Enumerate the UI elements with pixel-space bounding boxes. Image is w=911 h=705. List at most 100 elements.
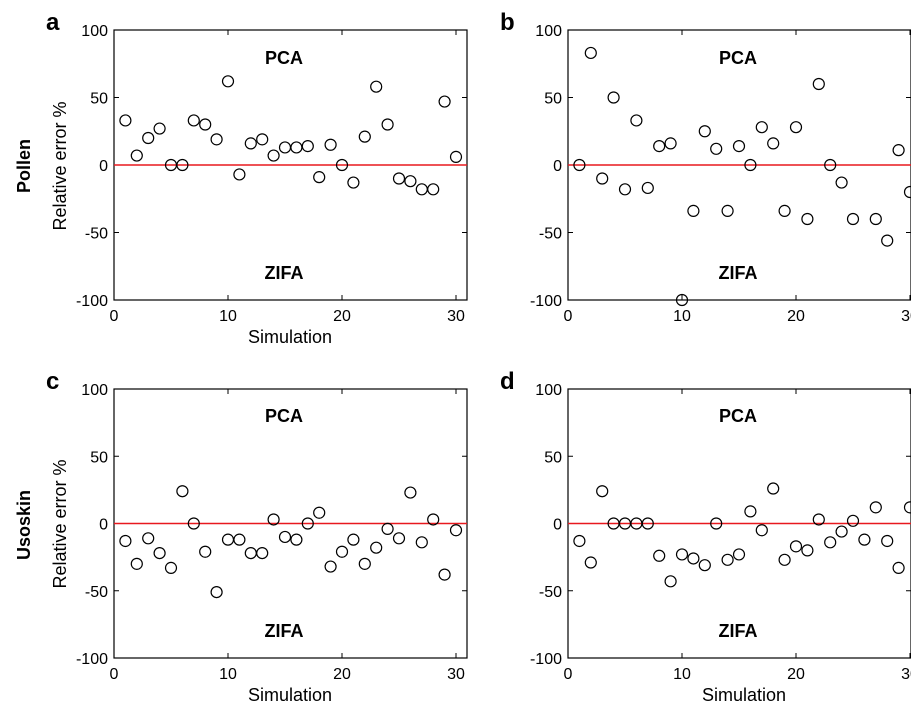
panel-letter-c: c bbox=[46, 368, 59, 395]
data-point-a bbox=[119, 114, 132, 127]
data-point-b bbox=[618, 183, 632, 196]
data-point-c bbox=[164, 561, 178, 574]
data-point-c bbox=[404, 486, 417, 499]
data-point-b bbox=[653, 140, 666, 153]
data-point-c bbox=[199, 545, 212, 558]
x-axis-label-d: Simulation bbox=[702, 685, 786, 705]
data-point-d bbox=[596, 485, 609, 498]
data-point-b bbox=[881, 234, 894, 247]
annotation-zifa-b: ZIFA bbox=[719, 263, 758, 283]
x-tick-label-d: 30 bbox=[901, 666, 911, 683]
data-point-c bbox=[438, 568, 451, 581]
panel-letter-a: a bbox=[46, 9, 60, 36]
data-point-a bbox=[449, 150, 463, 163]
y-tick-label-c: -50 bbox=[85, 584, 108, 601]
y-tick-label-a: -50 bbox=[85, 226, 108, 243]
data-point-a bbox=[221, 75, 235, 88]
y-tick-label-c: 0 bbox=[99, 517, 108, 534]
data-point-b bbox=[675, 293, 689, 307]
x-tick-label-d: 20 bbox=[787, 666, 805, 683]
y-tick-label-d: 100 bbox=[535, 382, 562, 399]
data-point-d bbox=[869, 501, 882, 514]
data-point-a bbox=[142, 131, 155, 145]
data-point-d bbox=[710, 517, 723, 530]
x-tick-label-b: 20 bbox=[787, 308, 805, 325]
data-point-b bbox=[744, 158, 757, 172]
data-point-c bbox=[290, 533, 303, 546]
plot-area-c: -100 -50 0 50 100 0 10 20 30 bbox=[76, 382, 468, 683]
data-point-c bbox=[187, 517, 200, 530]
data-point-c bbox=[392, 532, 406, 545]
data-point-a bbox=[324, 138, 337, 151]
data-point-a bbox=[233, 168, 246, 181]
data-point-a bbox=[256, 133, 269, 146]
data-point-c bbox=[358, 557, 371, 570]
data-point-d bbox=[744, 505, 757, 518]
x-tick-label-d: 0 bbox=[564, 666, 573, 683]
y-tick-label-b: -100 bbox=[530, 293, 562, 310]
y-tick-label-c: 50 bbox=[90, 449, 108, 466]
data-point-c bbox=[427, 513, 440, 526]
data-point-c bbox=[130, 557, 143, 570]
panel-letter-b: b bbox=[500, 9, 515, 36]
data-point-c bbox=[415, 536, 428, 549]
data-point-d bbox=[584, 556, 597, 569]
data-point-a bbox=[313, 171, 326, 184]
data-point-c bbox=[313, 506, 326, 519]
data-point-b bbox=[698, 125, 711, 138]
x-tick-label-c: 10 bbox=[219, 666, 237, 683]
data-point-a bbox=[415, 183, 428, 196]
x-tick-label-c: 30 bbox=[447, 666, 465, 683]
y-tick-label-d: -50 bbox=[539, 584, 562, 601]
data-point-b bbox=[767, 137, 780, 150]
annotation-pca-c: PCA bbox=[265, 406, 303, 426]
data-point-c bbox=[381, 522, 394, 535]
data-point-a bbox=[153, 122, 166, 135]
y-tick-label-d: 50 bbox=[544, 449, 562, 466]
plot-area-d: -100 -50 0 50 100 0 10 20 30 bbox=[530, 382, 911, 683]
data-point-d bbox=[755, 524, 768, 537]
data-point-d bbox=[687, 552, 700, 565]
data-point-c bbox=[301, 517, 314, 530]
y-axis-label-a: Relative error % bbox=[50, 101, 70, 230]
data-point-d bbox=[881, 534, 894, 548]
data-point-b bbox=[903, 185, 911, 199]
data-point-b bbox=[789, 121, 803, 134]
x-tick-label-a: 10 bbox=[219, 308, 237, 325]
x-tick-label-a: 20 bbox=[333, 308, 351, 325]
data-point-b bbox=[732, 140, 746, 153]
y-tick-label-c: 100 bbox=[81, 382, 108, 399]
data-point-d bbox=[789, 540, 803, 553]
y-tick-label-b: 100 bbox=[535, 23, 562, 40]
x-axis-label-a: Simulation bbox=[248, 327, 332, 347]
data-point-d bbox=[732, 548, 746, 561]
y-tick-label-b: 0 bbox=[553, 158, 562, 175]
y-tick-label-a: 0 bbox=[99, 158, 108, 175]
data-point-a bbox=[301, 140, 314, 153]
data-point-d bbox=[767, 482, 780, 495]
data-point-a bbox=[199, 118, 212, 131]
data-point-a bbox=[130, 149, 143, 162]
data-point-d bbox=[824, 536, 837, 549]
y-tick-label-a: 100 bbox=[81, 23, 108, 40]
x-tick-label-a: 30 bbox=[447, 308, 465, 325]
row-label-usoskin: Usoskin bbox=[14, 490, 34, 560]
data-point-d bbox=[903, 501, 911, 514]
data-point-b bbox=[778, 204, 791, 217]
x-tick-label-c: 0 bbox=[110, 666, 119, 683]
data-point-b bbox=[687, 204, 700, 217]
data-point-c bbox=[278, 530, 292, 544]
data-point-d bbox=[858, 533, 871, 546]
y-tick-label-b: -50 bbox=[539, 226, 562, 243]
data-point-b bbox=[641, 181, 654, 195]
y-tick-label-a: 50 bbox=[90, 91, 108, 108]
data-point-b bbox=[892, 144, 905, 157]
data-point-b bbox=[812, 77, 825, 91]
data-point-b bbox=[584, 46, 597, 60]
data-point-c bbox=[244, 546, 257, 560]
annotation-pca-a: PCA bbox=[265, 48, 303, 68]
data-point-a bbox=[404, 175, 417, 188]
data-point-d bbox=[892, 561, 905, 574]
data-point-c bbox=[256, 546, 269, 560]
x-tick-label-c: 20 bbox=[333, 666, 351, 683]
